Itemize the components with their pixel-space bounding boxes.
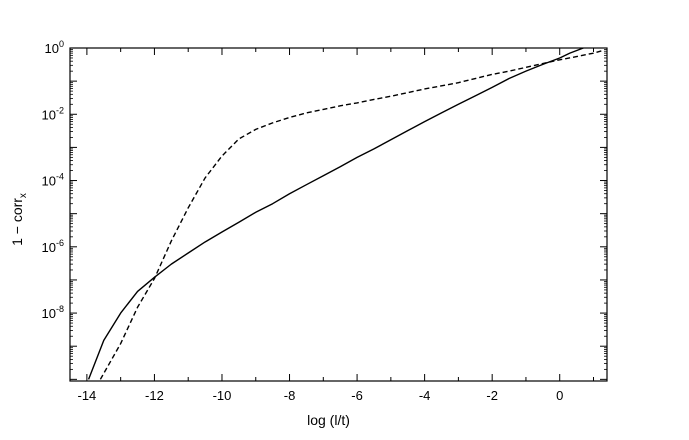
y-tick-label-exponent: -4 (56, 172, 64, 182)
x-tick-label: -8 (284, 388, 296, 403)
y-tick-label-exponent: 0 (59, 39, 64, 49)
y-axis-title: 1 − corrx (9, 193, 29, 246)
x-tick-label: -6 (351, 388, 363, 403)
x-tick-label: -2 (486, 388, 498, 403)
x-tick-labels: -14 -12 -10 -8 -6 -4 -2 0 (77, 388, 563, 403)
x-tick-label: -14 (77, 388, 96, 403)
y-tick-label: 10-4 (42, 172, 64, 189)
y-tick-label: 10-2 (42, 105, 64, 122)
axis-ticks (70, 47, 607, 382)
plot-lines (87, 48, 604, 380)
y-tick-label: 100 (45, 39, 64, 56)
series-line-solid (87, 48, 584, 380)
y-tick-label: 10-6 (42, 238, 64, 255)
x-tick-label: -4 (419, 388, 431, 403)
y-tick-label: 10-8 (42, 304, 64, 321)
x-tick-label: -10 (213, 388, 232, 403)
x-tick-label: 0 (556, 388, 563, 403)
plot-frame (69, 47, 608, 382)
x-tick-label: -12 (145, 388, 164, 403)
x-axis-title: log (l/t) (307, 412, 350, 428)
y-tick-label-exponent: -2 (56, 105, 64, 115)
y-tick-label-base: 10 (42, 107, 56, 122)
y-tick-label-base: 10 (45, 41, 59, 56)
y-axis-title-subscript: x (18, 193, 29, 198)
y-tick-label-exponent: -8 (56, 304, 64, 314)
y-axis-title-main: 1 − corr (9, 198, 25, 246)
y-tick-label-base: 10 (42, 306, 56, 321)
y-tick-label-base: 10 (42, 174, 56, 189)
y-tick-label-base: 10 (42, 240, 56, 255)
y-tick-label-exponent: -6 (56, 238, 64, 248)
series-line-dashed (99, 49, 604, 380)
